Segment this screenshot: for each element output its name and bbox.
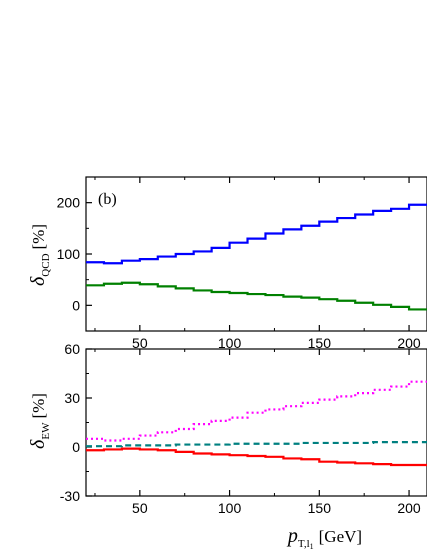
qcd-plot-frame [85,176,427,332]
qcd-panel-label: (b) [98,191,117,208]
ew-series-1-line [86,441,427,448]
ew-series-group [86,380,427,467]
ew-x-tick-label: 50 [132,500,148,516]
qcd-panel: 50 100 150 200 0 100 200 (b) δQCD[%] [27,176,427,351]
qcd-y-axis-label: δQCD[%] [27,224,52,286]
ew-x-tick-label: 100 [218,500,242,516]
ew-panel: 50 100 150 200 -30 0 30 60 δEW[%] pT,l1[GeV] [27,341,427,551]
qcd-series-0-line [86,203,427,265]
qcd-series-1-line [86,281,427,311]
qcd-y-tick-label: 200 [57,195,81,211]
ew-y-tick-label: 30 [64,390,80,406]
ew-x-tick-label: 200 [397,500,421,516]
ew-y-tick-label: -30 [60,488,80,504]
ew-series-0-line [86,380,427,442]
qcd-x-tick-label: 200 [397,335,421,351]
ew-y-tick-label: 0 [72,439,80,455]
ew-y-axis-label: δEW[%] [27,393,52,449]
ew-ticks: 50 100 150 200 -30 0 30 60 [60,341,421,516]
ew-series-2-line [86,447,427,467]
qcd-ticks: 50 100 150 200 0 100 200 [57,177,421,351]
ew-y-tick-label: 60 [64,341,80,357]
qcd-series-group [86,203,427,311]
qcd-y-tick-label: 0 [72,297,80,313]
ew-plot-frame [85,348,427,497]
qcd-x-tick-label: 100 [218,335,242,351]
x-axis-label: pT,l1[GeV] [286,525,362,551]
qcd-x-tick-label: 50 [132,335,148,351]
qcd-x-tick-label: 150 [308,335,332,351]
ew-x-tick-label: 150 [308,500,332,516]
qcd-y-tick-label: 100 [57,246,81,262]
